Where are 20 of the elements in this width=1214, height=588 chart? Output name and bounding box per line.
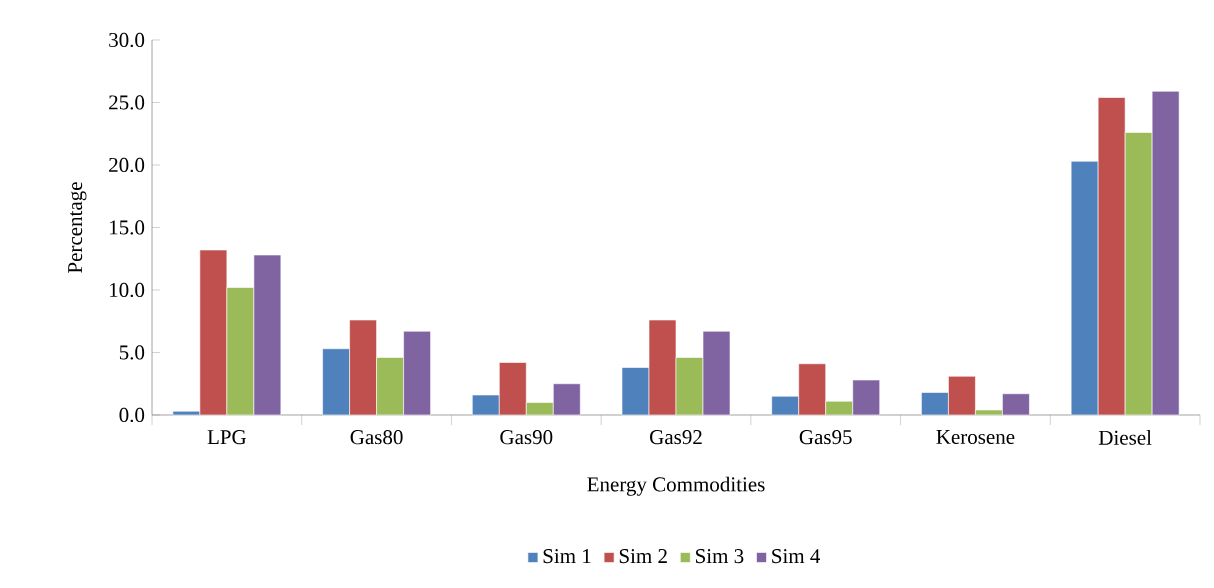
y-tick-label: 20.0: [109, 157, 145, 173]
y-tick-label: 5.0: [119, 345, 145, 360]
legend-label: Sim 2: [619, 549, 667, 564]
y-tick-label: 30.0: [109, 32, 145, 48]
y-tick-label: 10.0: [110, 282, 145, 298]
x-tick-label: Gas92: [650, 430, 702, 445]
y-axis-title: Percentage: [68, 182, 87, 273]
x-axis-title: Energy Commodities: [587, 476, 765, 496]
legend-label: Sim 3: [696, 549, 744, 564]
x-tick-label: Gas90: [500, 430, 553, 445]
y-tick-label: 25.0: [109, 95, 145, 110]
x-tick-label: Gas80: [350, 430, 403, 445]
x-tick-label: Gas95: [799, 430, 852, 445]
y-tick-label: 15.0: [110, 220, 145, 235]
legend-label: Sim 1: [543, 549, 591, 564]
x-tick-label: Diesel: [1098, 430, 1152, 445]
y-tick-label: 0.0: [119, 407, 145, 423]
x-tick-label: LPG: [207, 430, 247, 445]
legend-label: Sim 4: [772, 549, 821, 564]
x-tick-label: Kerosene: [936, 430, 1015, 445]
